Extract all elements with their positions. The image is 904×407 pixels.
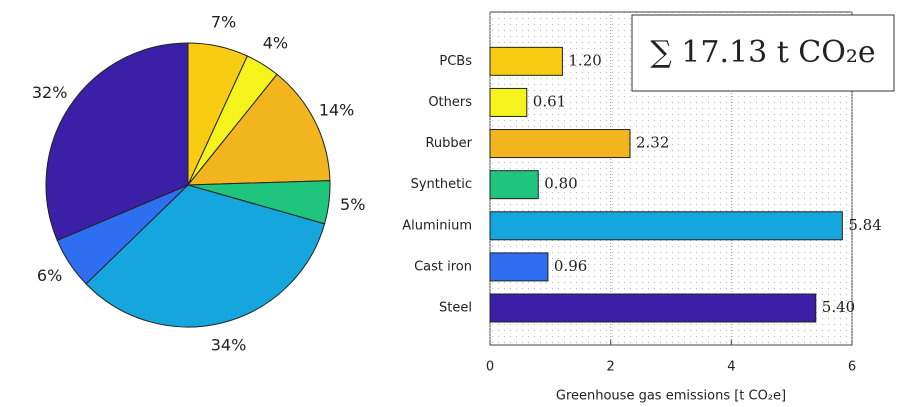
y-tick-label: Others [428, 95, 472, 110]
pie-slice [85, 184, 326, 328]
bar [489, 129, 631, 159]
value-label: 0.96 [554, 257, 587, 275]
y-tick-label: Rubber [425, 136, 472, 151]
bar [489, 211, 843, 241]
y-tick-label: PCBs [439, 54, 472, 69]
value-label: 0.61 [533, 92, 566, 110]
slice-label: 6% [37, 266, 62, 285]
slice-label: 7% [211, 12, 236, 31]
value-label: 1.20 [568, 51, 601, 69]
pie-slice [186, 73, 331, 186]
x-axis-label: Greenhouse gas emissions [t CO₂e] [556, 389, 786, 404]
slice-label: 4% [263, 33, 288, 52]
x-tick-label: 4 [727, 360, 735, 375]
y-tick-label: Aluminium [402, 218, 472, 233]
x-tick-label: 6 [848, 360, 856, 375]
x-tick-label: 0 [486, 360, 494, 375]
y-tick-label: Synthetic [411, 177, 472, 192]
x-tick-label: 2 [607, 360, 615, 375]
bar [489, 46, 563, 76]
slice-label: 34% [211, 335, 247, 354]
y-tick-label: Steel [439, 301, 472, 316]
pie-slice [45, 42, 189, 242]
value-label: 0.80 [544, 175, 577, 193]
y-tick-label: Cast iron [414, 259, 472, 274]
bar [489, 293, 817, 323]
value-label: 5.84 [848, 216, 881, 234]
value-label: 2.32 [636, 134, 669, 152]
bar [489, 170, 539, 200]
slice-label: 5% [340, 195, 365, 214]
annotation: ∑ 17.13 t CO₂e [650, 35, 875, 70]
annotation-box [631, 14, 895, 92]
value-label: 5.40 [822, 298, 855, 316]
slice-label: 14% [319, 101, 355, 120]
bar [489, 87, 528, 117]
bar [489, 252, 549, 282]
slice-label: 32% [32, 83, 68, 102]
